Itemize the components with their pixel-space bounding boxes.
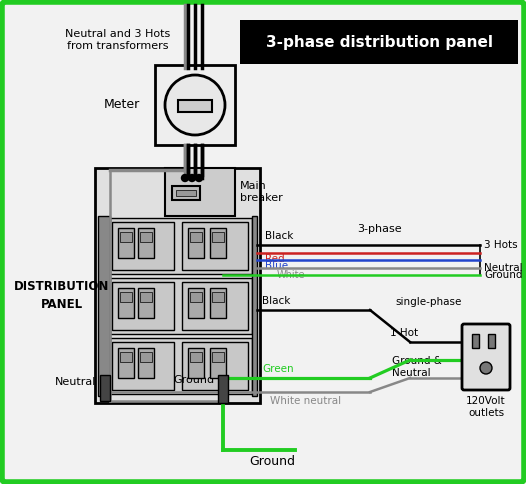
Circle shape — [165, 75, 225, 135]
Bar — [140, 352, 152, 362]
Text: 3-phase: 3-phase — [358, 224, 402, 234]
Text: Blue: Blue — [265, 261, 288, 271]
Bar — [118, 228, 134, 258]
Bar — [110, 218, 252, 274]
Bar — [252, 216, 257, 396]
Bar — [112, 342, 174, 390]
Text: Black: Black — [262, 296, 290, 306]
Text: Ground: Ground — [174, 375, 215, 385]
Bar — [118, 348, 134, 378]
Text: Meter: Meter — [104, 97, 140, 110]
Bar — [190, 292, 202, 302]
Bar — [172, 186, 200, 200]
Bar — [212, 292, 224, 302]
Bar — [182, 282, 248, 330]
Text: White: White — [277, 270, 306, 280]
Bar — [182, 222, 248, 270]
Bar — [488, 334, 495, 348]
FancyBboxPatch shape — [462, 324, 510, 390]
Bar — [472, 334, 479, 348]
Bar — [118, 288, 134, 318]
Circle shape — [181, 175, 188, 182]
Text: Main
breaker: Main breaker — [240, 181, 283, 203]
Bar — [165, 168, 235, 216]
Text: 3 Hots: 3 Hots — [484, 240, 518, 250]
Bar — [182, 342, 248, 390]
Bar — [240, 20, 518, 64]
Bar — [176, 190, 196, 196]
Text: White neutral: White neutral — [270, 396, 341, 406]
Bar — [190, 232, 202, 242]
Bar — [178, 100, 212, 112]
Text: 1 Hot: 1 Hot — [390, 328, 418, 338]
Text: 3-phase distribution panel: 3-phase distribution panel — [266, 34, 492, 49]
Text: Green: Green — [262, 364, 294, 374]
Bar — [188, 228, 204, 258]
Bar — [95, 168, 260, 403]
Text: 120Volt
outlets: 120Volt outlets — [466, 396, 506, 418]
Circle shape — [480, 362, 492, 374]
Text: Ground: Ground — [484, 270, 522, 280]
Bar — [212, 232, 224, 242]
Circle shape — [196, 175, 203, 182]
Bar — [138, 228, 154, 258]
Text: Neutral: Neutral — [55, 377, 96, 387]
Bar — [140, 232, 152, 242]
Text: Ground &
Neutral: Ground & Neutral — [392, 356, 442, 378]
Bar — [190, 352, 202, 362]
Text: Red: Red — [265, 254, 285, 264]
Text: single-phase: single-phase — [396, 297, 462, 307]
Circle shape — [188, 175, 196, 182]
Bar — [210, 348, 226, 378]
Bar — [140, 292, 152, 302]
Bar — [112, 222, 174, 270]
Bar — [155, 65, 235, 145]
Text: DISTRIBUTION
PANEL: DISTRIBUTION PANEL — [14, 279, 110, 311]
Bar — [110, 278, 252, 334]
Text: Neutral and 3 Hots
from transformers: Neutral and 3 Hots from transformers — [65, 29, 170, 51]
Bar — [188, 288, 204, 318]
Bar — [210, 288, 226, 318]
Bar — [112, 282, 174, 330]
Bar — [212, 352, 224, 362]
Text: Black: Black — [265, 231, 294, 241]
Bar — [138, 288, 154, 318]
Text: Neutral: Neutral — [484, 263, 523, 273]
Bar — [138, 348, 154, 378]
Bar — [110, 338, 252, 394]
Bar — [98, 216, 110, 396]
Bar — [100, 375, 110, 401]
Bar — [188, 348, 204, 378]
Bar — [120, 352, 132, 362]
Bar — [120, 232, 132, 242]
Bar — [218, 375, 228, 403]
Text: Ground: Ground — [249, 455, 295, 468]
Bar — [210, 228, 226, 258]
Bar — [120, 292, 132, 302]
